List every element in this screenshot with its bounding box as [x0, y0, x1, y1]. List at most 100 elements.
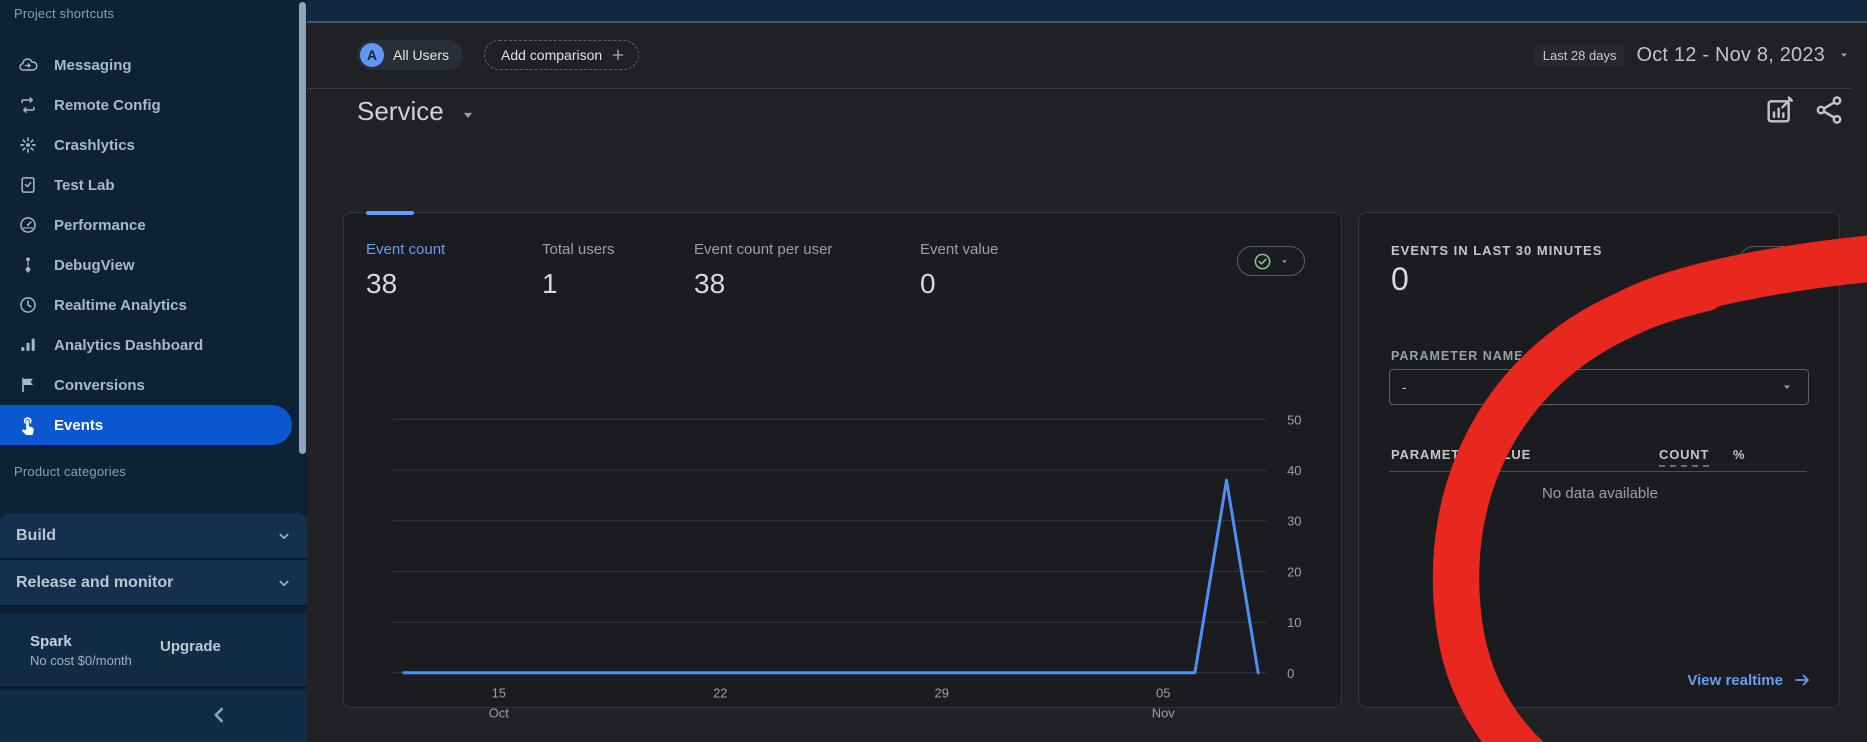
sidebar-item-conversions[interactable]: Conversions [0, 365, 295, 405]
section-label: Release and monitor [16, 573, 174, 591]
add-comparison-button[interactable]: Add comparison [484, 40, 640, 70]
tap-icon [18, 415, 38, 435]
sidebar-category-sections: Build Release and monitor [0, 513, 307, 607]
sidebar-item-label: Crashlytics [54, 136, 135, 154]
metric-event-value[interactable]: Event value 0 [920, 241, 998, 300]
project-shortcuts-label: Project shortcuts [14, 6, 115, 21]
date-range-value: Oct 12 - Nov 8, 2023 [1636, 43, 1825, 66]
percent-column-header: % [1733, 447, 1746, 462]
top-navigation-bar [307, 0, 1867, 23]
test-lab-icon [18, 175, 38, 195]
event-count-line-chart: 0 10 20 30 40 50 15 Oct 22 29 05 Nov [392, 412, 1302, 721]
view-realtime-label: View realtime [1687, 671, 1783, 689]
metric-event-count[interactable]: Event count 38 [366, 241, 445, 300]
plan-section: Spark No cost $0/month Upgrade [0, 614, 307, 688]
sidebar-item-performance[interactable]: Performance [0, 205, 295, 245]
table-divider [1389, 471, 1807, 472]
performance-gauge-icon [18, 215, 38, 235]
count-column-header[interactable]: COUNT [1659, 447, 1710, 467]
metric-total-users[interactable]: Total users 1 [542, 241, 615, 300]
view-realtime-link[interactable]: View realtime [1687, 671, 1811, 689]
plan-name: Spark [30, 632, 72, 650]
sidebar-item-messaging[interactable]: Messaging [0, 45, 295, 85]
sidebar-nav: Messaging Remote Config Crashlytics Test La… [0, 45, 295, 445]
svg-text:30: 30 [1287, 514, 1301, 529]
sidebar-scrollbar[interactable] [299, 2, 306, 454]
debugview-plumb-icon [18, 255, 38, 275]
clock-icon [18, 295, 38, 315]
add-comparison-label: Add comparison [501, 47, 603, 63]
metric-label: Total users [542, 241, 615, 258]
date-range-selector[interactable]: Last 28 days Oct 12 - Nov 8, 2023 [1534, 40, 1851, 70]
svg-text:22: 22 [713, 686, 727, 701]
title-row: Service [357, 96, 478, 127]
all-users-chip[interactable]: A All Users [357, 40, 464, 70]
svg-text:40: 40 [1287, 463, 1301, 478]
edit-chart-icon[interactable] [1764, 94, 1796, 126]
crashlytics-icon [18, 135, 38, 155]
upgrade-button[interactable]: Upgrade [160, 638, 221, 655]
svg-text:20: 20 [1287, 564, 1301, 579]
audience-avatar: A [360, 43, 384, 67]
chevron-down-icon [275, 574, 293, 592]
sidebar-item-remote-config[interactable]: Remote Config [0, 85, 295, 125]
svg-text:10: 10 [1287, 615, 1301, 630]
metric-label: Event count [366, 241, 446, 258]
header-divider [307, 88, 1851, 89]
bar-chart-icon [18, 335, 38, 355]
title-actions [1764, 94, 1845, 126]
plus-icon [610, 47, 626, 63]
caret-down-icon [1837, 48, 1851, 62]
flag-icon [18, 375, 38, 395]
sidebar-item-label: Analytics Dashboard [54, 336, 204, 354]
svg-text:Nov: Nov [1152, 706, 1176, 721]
all-users-label: All Users [393, 47, 450, 63]
metric-value: 0 [920, 268, 936, 299]
metric-label: Event count per user [694, 241, 833, 258]
svg-text:29: 29 [935, 686, 949, 701]
sidebar-item-label: Conversions [54, 376, 145, 394]
sidebar-item-label: Remote Config [54, 96, 161, 114]
sidebar-section-build[interactable]: Build [0, 513, 307, 560]
chevron-down-icon [275, 527, 293, 545]
metric-value: 38 [694, 268, 726, 299]
parameter-name-select[interactable]: - [1389, 369, 1809, 405]
data-quality-pill[interactable] [1237, 246, 1305, 276]
svg-text:05: 05 [1156, 686, 1170, 701]
svg-text:Oct: Oct [489, 706, 510, 721]
collapse-sidebar-icon[interactable] [206, 702, 232, 728]
sidebar-item-crashlytics[interactable]: Crashlytics [0, 125, 295, 165]
plan-detail: No cost $0/month [30, 652, 132, 668]
parameter-value-column-header: PARAMETER VALUE [1391, 447, 1532, 462]
caret-down-icon [1279, 256, 1290, 267]
audience-chips-row: A All Users Add comparison Last 28 days … [307, 40, 1867, 70]
sidebar-item-label: Realtime Analytics [54, 296, 187, 314]
sidebar-item-analytics-dashboard[interactable]: Analytics Dashboard [0, 325, 295, 365]
event-dropdown-caret-icon[interactable] [458, 105, 478, 125]
page-title: Service [357, 96, 444, 126]
sidebar-item-label: DebugView [54, 256, 135, 274]
sidebar-item-events[interactable]: Events [0, 405, 292, 445]
metric-label: Event value [920, 241, 999, 258]
check-circle-icon [1253, 252, 1272, 271]
sidebar-item-label: Messaging [54, 56, 132, 74]
sidebar-section-release-and-monitor[interactable]: Release and monitor [0, 560, 307, 607]
svg-text:0: 0 [1287, 666, 1294, 681]
share-icon[interactable] [1813, 94, 1845, 126]
parameter-name-label: PARAMETER NAME [1391, 349, 1524, 363]
sidebar-footer [0, 690, 307, 742]
sidebar-item-test-lab[interactable]: Test Lab [0, 165, 295, 205]
metric-value: 1 [542, 268, 558, 299]
metric-event-count-per-user[interactable]: Event count per user 38 [694, 241, 832, 300]
active-tab-indicator [366, 211, 414, 215]
sidebar: Project shortcuts Messaging Remote Config… [0, 0, 307, 742]
check-circle-icon [1755, 252, 1774, 271]
arrow-right-icon [1793, 671, 1811, 689]
sidebar-item-debugview[interactable]: DebugView [0, 245, 295, 285]
realtime-card-title: EVENTS IN LAST 30 MINUTES [1391, 243, 1603, 258]
sidebar-item-label: Events [54, 416, 104, 434]
cloud-messaging-icon [18, 55, 38, 75]
date-preset-badge: Last 28 days [1534, 44, 1625, 66]
sidebar-item-realtime-analytics[interactable]: Realtime Analytics [0, 285, 295, 325]
data-quality-pill[interactable] [1739, 246, 1807, 276]
